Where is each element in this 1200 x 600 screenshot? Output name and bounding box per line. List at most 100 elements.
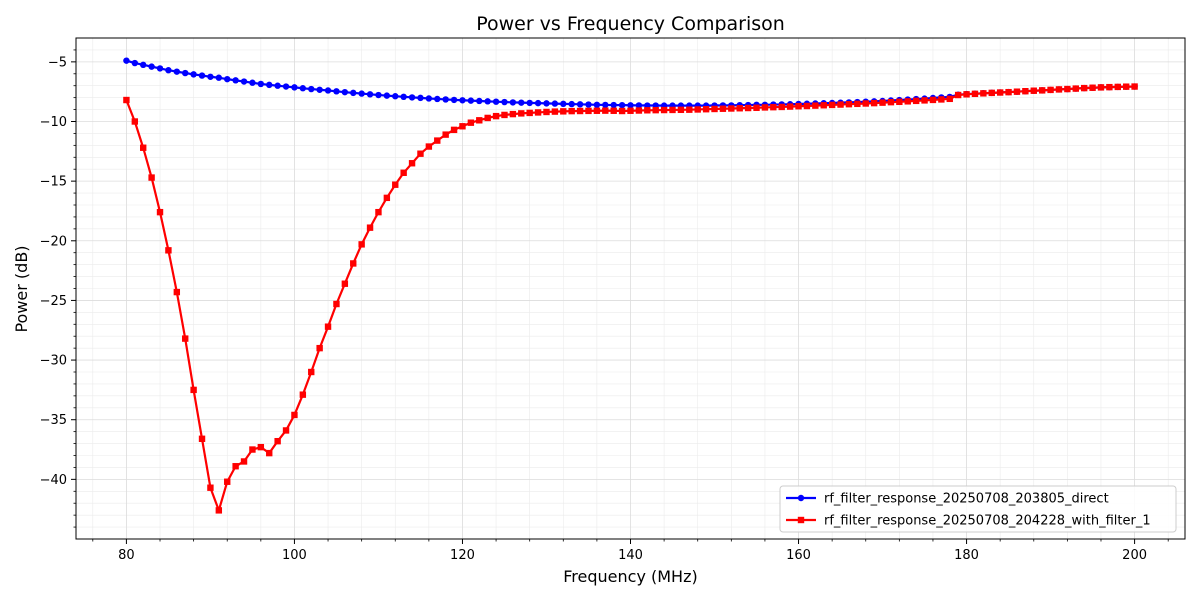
data-point	[484, 98, 491, 105]
data-point	[946, 95, 953, 103]
data-point	[400, 169, 407, 176]
data-point	[400, 93, 407, 101]
data-point	[736, 105, 743, 112]
data-point	[333, 300, 340, 308]
data-point	[492, 98, 500, 105]
data-point	[988, 89, 995, 97]
data-point	[904, 98, 911, 105]
data-point	[627, 107, 634, 114]
data-point	[1122, 83, 1130, 90]
data-point	[509, 110, 517, 118]
x-tick-label: 100	[282, 548, 307, 563]
data-point	[249, 446, 256, 453]
data-point	[518, 99, 525, 106]
data-point	[560, 108, 567, 115]
data-point	[207, 484, 214, 491]
data-point	[442, 96, 449, 103]
data-point	[618, 101, 626, 109]
data-point	[366, 224, 374, 231]
data-point	[274, 82, 281, 89]
data-point	[291, 84, 298, 91]
data-point	[560, 100, 567, 108]
data-point	[450, 96, 458, 104]
data-point	[1072, 85, 1079, 92]
data-point	[240, 458, 248, 465]
data-point	[341, 280, 349, 287]
data-point	[879, 99, 886, 106]
y-tick-label: −10	[40, 115, 67, 130]
y-tick-label: −5	[48, 55, 67, 70]
y-tick-label: −40	[40, 473, 67, 488]
data-point	[518, 110, 525, 117]
data-point	[635, 102, 643, 109]
data-point	[358, 90, 365, 97]
data-point	[820, 102, 827, 109]
x-tick-label: 160	[786, 548, 811, 563]
y-tick-label: −25	[40, 294, 67, 309]
data-point	[627, 102, 634, 109]
data-point	[1005, 88, 1012, 96]
data-point	[417, 94, 424, 102]
data-point	[1022, 88, 1029, 95]
data-point	[652, 106, 659, 114]
data-point	[467, 97, 475, 104]
data-point	[131, 59, 139, 67]
data-point	[635, 107, 643, 114]
data-point	[669, 106, 676, 114]
data-point	[350, 89, 357, 97]
data-point	[257, 443, 265, 451]
data-point	[1030, 87, 1037, 94]
data-point	[165, 67, 172, 74]
legend: rf_filter_response_20250708_203805_direc…	[779, 485, 1177, 533]
data-point	[232, 77, 239, 84]
data-point	[602, 101, 609, 109]
data-point	[459, 123, 466, 130]
data-point	[358, 241, 365, 248]
data-point	[333, 88, 340, 95]
data-point	[602, 107, 609, 114]
x-tick-label: 180	[954, 548, 979, 563]
data-point	[660, 106, 668, 114]
data-point	[224, 75, 231, 83]
data-point	[408, 160, 416, 167]
y-tick-label: −35	[40, 413, 67, 428]
data-point	[543, 108, 550, 116]
data-point	[308, 368, 315, 376]
data-point	[1064, 85, 1071, 93]
data-point	[870, 99, 878, 107]
data-point	[434, 137, 441, 144]
data-point	[509, 99, 517, 106]
data-point	[1047, 86, 1054, 94]
data-point	[526, 109, 533, 117]
data-point	[526, 99, 533, 107]
data-point	[476, 117, 483, 124]
data-point	[686, 106, 693, 113]
data-point	[828, 101, 836, 109]
grid	[76, 38, 1185, 539]
data-point	[123, 57, 130, 64]
data-point	[450, 126, 458, 134]
data-point	[224, 478, 231, 485]
data-point	[912, 97, 920, 105]
data-point	[316, 344, 323, 352]
data-point	[492, 112, 500, 120]
legend-marker	[797, 494, 805, 502]
data-point	[425, 143, 433, 150]
data-point	[618, 107, 626, 115]
data-point	[308, 85, 315, 93]
data-point	[585, 101, 592, 108]
data-point	[316, 86, 323, 93]
data-point	[593, 101, 601, 109]
x-tick-label: 120	[450, 548, 475, 563]
data-point	[425, 95, 433, 102]
y-tick-label: −15	[40, 175, 67, 190]
data-point	[148, 63, 155, 70]
data-point	[299, 391, 307, 398]
data-point	[744, 104, 752, 112]
data-point	[677, 106, 685, 114]
data-point	[786, 103, 794, 110]
data-point	[274, 437, 281, 445]
data-point	[182, 69, 189, 77]
data-point	[543, 100, 550, 107]
